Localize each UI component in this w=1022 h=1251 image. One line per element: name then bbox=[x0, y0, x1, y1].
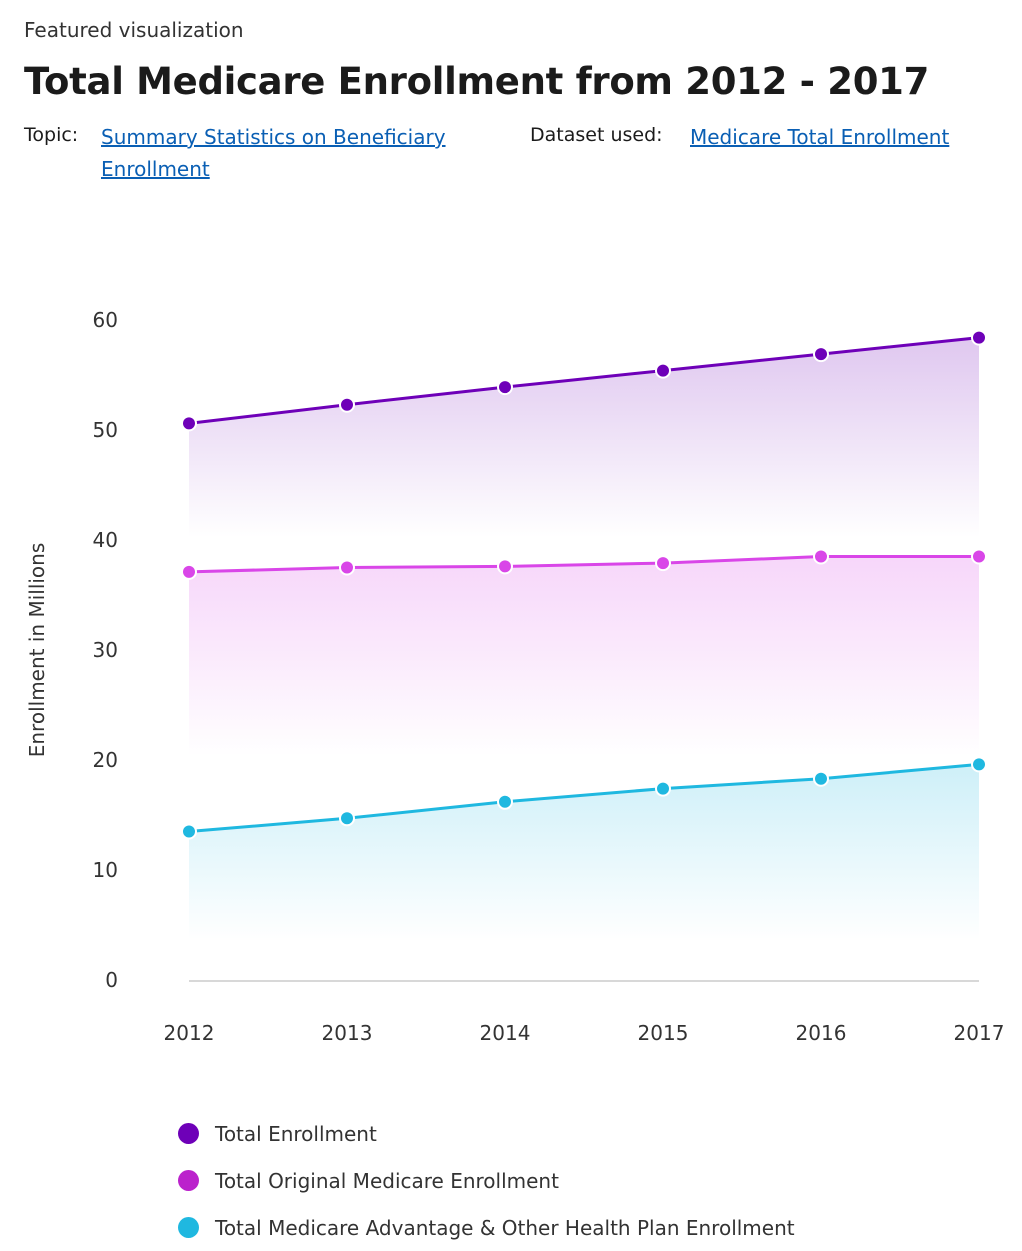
data-point[interactable] bbox=[813, 548, 829, 565]
topic-label: Topic: bbox=[24, 124, 79, 146]
data-point[interactable] bbox=[339, 559, 355, 576]
y-tick-label: 40 bbox=[93, 528, 118, 552]
legend-label: Total Original Medicare Enrollment bbox=[215, 1168, 559, 1193]
data-point[interactable] bbox=[181, 563, 197, 580]
legend-label: Total Medicare Advantage & Other Health … bbox=[215, 1215, 795, 1240]
data-point[interactable] bbox=[181, 415, 197, 432]
data-point[interactable] bbox=[497, 379, 513, 396]
data-point[interactable] bbox=[339, 396, 355, 413]
data-point[interactable] bbox=[971, 548, 987, 565]
x-tick-label: 2014 bbox=[480, 1021, 531, 1045]
legend-dot bbox=[178, 1123, 199, 1144]
legend: Total Enrollment Total Original Medicare… bbox=[178, 1110, 795, 1251]
dataset-link[interactable]: Medicare Total Enrollment bbox=[690, 125, 950, 149]
legend-item[interactable]: Total Original Medicare Enrollment bbox=[178, 1157, 795, 1204]
y-tick-label: 30 bbox=[93, 638, 118, 662]
series-area bbox=[189, 337, 979, 538]
legend-item[interactable]: Total Medicare Advantage & Other Health … bbox=[178, 1204, 795, 1251]
data-point[interactable] bbox=[181, 823, 197, 840]
topic-link[interactable]: Summary Statistics on Beneficiary Enroll… bbox=[101, 125, 446, 181]
dataset-label: Dataset used: bbox=[530, 124, 663, 146]
data-point[interactable] bbox=[655, 555, 671, 572]
series-area bbox=[189, 556, 979, 757]
area-chart: Enrollment in Millions 0 10 20 30 40 50 60 2012… bbox=[25, 308, 1005, 1045]
y-tick-label: 0 bbox=[105, 968, 118, 992]
x-tick-label: 2013 bbox=[322, 1021, 373, 1045]
x-tick-label: 2016 bbox=[796, 1021, 847, 1045]
page-title: Total Medicare Enrollment from 2012 - 20… bbox=[24, 60, 930, 103]
data-point[interactable] bbox=[971, 329, 987, 346]
y-tick-label: 20 bbox=[93, 748, 118, 772]
data-point[interactable] bbox=[339, 810, 355, 827]
series-line bbox=[188, 762, 980, 833]
y-axis-label: Enrollment in Millions bbox=[25, 543, 49, 758]
legend-dot bbox=[178, 1170, 199, 1191]
x-tick-label: 2015 bbox=[638, 1021, 689, 1045]
legend-label: Total Enrollment bbox=[215, 1121, 377, 1146]
series-line bbox=[188, 555, 979, 574]
y-tick-label: 60 bbox=[93, 308, 118, 332]
eyebrow: Featured visualization bbox=[24, 18, 244, 42]
legend-dot bbox=[178, 1217, 199, 1238]
series-line bbox=[188, 336, 980, 425]
data-point[interactable] bbox=[497, 558, 513, 575]
data-point[interactable] bbox=[655, 780, 671, 797]
data-point[interactable] bbox=[813, 346, 829, 363]
data-point[interactable] bbox=[655, 362, 671, 379]
x-tick-label: 2012 bbox=[164, 1021, 215, 1045]
y-tick-label: 10 bbox=[93, 858, 118, 882]
data-point[interactable] bbox=[971, 756, 987, 773]
y-tick-label: 50 bbox=[93, 418, 118, 442]
legend-item[interactable]: Total Enrollment bbox=[178, 1110, 795, 1157]
data-point[interactable] bbox=[497, 793, 513, 810]
series-area bbox=[189, 764, 979, 940]
data-point[interactable] bbox=[813, 770, 829, 787]
x-tick-label: 2017 bbox=[954, 1021, 1005, 1045]
